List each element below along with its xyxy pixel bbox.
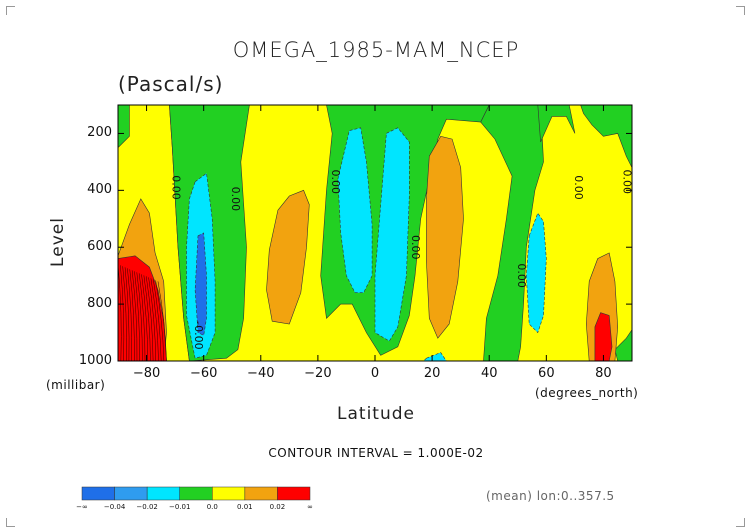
colorbar-tick-label: −∞ — [76, 503, 88, 511]
contour-region-orange — [426, 135, 464, 339]
contour-region-blue — [194, 232, 207, 336]
axis-ticks — [118, 105, 632, 362]
chart-units: (Pascal/s) — [118, 72, 224, 96]
contour-zero-label: 0.00 — [620, 170, 633, 195]
y-tick-label: 600 — [87, 239, 112, 255]
colorbar-tick-label: 0.0 — [206, 503, 218, 511]
contour-line — [153, 279, 162, 362]
colorbar — [81, 486, 311, 501]
contour-line — [124, 267, 130, 362]
x-axis-label: Latitude — [337, 404, 415, 424]
contour-region-cyan — [337, 127, 373, 294]
colorbar-swatch — [244, 486, 278, 501]
colorbar-tick-label: −0.02 — [136, 503, 158, 511]
y-tick-label: 800 — [87, 296, 112, 312]
contour-line — [150, 278, 159, 362]
y-axis-units: (millibar) — [46, 378, 106, 392]
contour-zero-label: 0.00 — [169, 175, 182, 200]
contour-line — [138, 273, 146, 362]
y-tick-label: 400 — [87, 182, 112, 198]
contour-region-orange — [266, 189, 310, 325]
contour-region-cyan — [374, 127, 410, 342]
contour-region-cyan — [525, 212, 547, 334]
corner-mark — [6, 6, 15, 15]
contour-interval-text: CONTOUR INTERVAL = 1.000E-02 — [268, 446, 484, 460]
colorbar-swatch — [277, 486, 311, 501]
contour-line — [117, 264, 122, 362]
x-tick-label: 20 — [423, 366, 441, 381]
zero-contour-labels: 0.00 0.00 -0.00 0.00 0.00 0.00 0.00 0.00 — [169, 170, 633, 350]
contour-line — [131, 270, 138, 362]
contour-line — [122, 266, 127, 362]
contour-line — [143, 275, 151, 362]
contour-line — [120, 265, 125, 362]
contour-zero-label: 0.00 — [572, 175, 585, 200]
chart-title: OMEGA_1985-MAM_NCEP — [232, 38, 520, 62]
colorbar-tick-label: ∞ — [307, 503, 313, 511]
contour-zero-label: 0.00 — [229, 187, 242, 212]
corner-mark — [736, 518, 745, 527]
contour-line — [141, 274, 148, 362]
contour-fills — [117, 104, 633, 362]
x-tick-label: 80 — [595, 366, 612, 381]
contour-zero-label: -0.00 — [192, 321, 205, 349]
colorbar-swatch — [212, 486, 246, 501]
colorbar-swatch — [81, 486, 115, 501]
contour-zero-label: 0.00 — [409, 235, 422, 260]
contour-line — [129, 269, 135, 362]
x-tick-label: −40 — [247, 366, 275, 381]
x-tick-label: 0 — [370, 366, 380, 381]
y-tick-label: 200 — [87, 125, 112, 141]
x-tick-label: −60 — [189, 366, 218, 381]
contour-line — [148, 277, 157, 362]
strong-ascent-contour-lines — [117, 264, 167, 362]
x-axis-units: (degrees_north) — [535, 386, 639, 400]
colorbar-tick-label: 0.02 — [269, 503, 286, 511]
y-axis-label: Level — [48, 217, 68, 267]
contour-zero-label: 0.00 — [329, 170, 342, 195]
contour-line — [127, 268, 132, 362]
contour-line — [155, 280, 165, 362]
x-tick-label: −80 — [132, 366, 161, 381]
contour-line — [136, 272, 143, 362]
contour-region-red — [594, 312, 613, 362]
x-tick-label: 60 — [538, 366, 555, 381]
mean-footer-text: (mean) lon:0..357.5 — [486, 489, 615, 503]
colorbar-tick-label: −0.04 — [103, 503, 126, 511]
x-tick-label: −20 — [304, 366, 332, 381]
colorbar-swatch — [146, 486, 180, 501]
contour-line — [145, 276, 154, 362]
y-tick-label: 1000 — [78, 353, 112, 368]
corner-mark — [6, 518, 15, 527]
colorbar-swatch — [179, 486, 213, 501]
corner-mark — [736, 6, 745, 15]
contour-line — [157, 281, 167, 362]
colorbar-tick-label: −0.01 — [168, 503, 191, 511]
x-tick-label: 40 — [480, 366, 498, 381]
colorbar-tick-label: 0.01 — [237, 503, 253, 511]
contour-line — [134, 271, 140, 362]
contour-zero-label: 0.00 — [515, 263, 528, 288]
colorbar-swatch — [114, 486, 148, 501]
